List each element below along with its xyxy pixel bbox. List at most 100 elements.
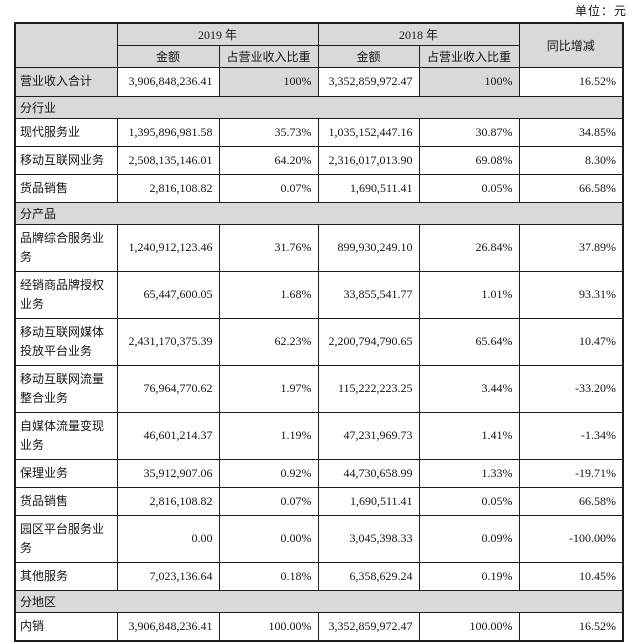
section-title: 分行业 [14, 95, 624, 119]
table-row: 自媒体流量变现业务 46,601,214.37 1.19% 47,231,969… [14, 411, 624, 460]
row-label: 移动互联网业务 [14, 145, 118, 175]
amount-2018-cell: 3,045,398.33 [317, 514, 420, 563]
row-label: 自媒体流量变现业务 [14, 411, 118, 460]
amount-2018-cell: 1,690,511.41 [317, 173, 420, 203]
table-row: 保理业务 35,912,907.06 0.92% 44,730,658.99 1… [14, 458, 624, 488]
ratio-2019-cell: 0.92% [218, 458, 319, 488]
ratio-2019-cell: 1.97% [218, 364, 319, 413]
ratio-2018-cell: 30.87% [418, 117, 520, 147]
amount-2018-cell: 3,352,859,972.47 [317, 611, 420, 641]
table-row: 移动互联网业务 2,508,135,146.01 64.20% 2,316,01… [14, 145, 624, 175]
amount-2018-cell: 2,200,794,790.65 [317, 317, 420, 366]
row-label: 营业收入合计 [14, 66, 118, 97]
header-ratio-2019: 占营业收入比重 [218, 44, 319, 68]
table-row: 内销 3,906,848,236.41 100.00% 3,352,859,97… [14, 611, 624, 641]
amount-2018-cell: 33,855,541.77 [317, 270, 420, 319]
row-label: 货品销售 [14, 173, 118, 203]
row-label: 品牌综合服务业务 [14, 223, 118, 272]
ratio-2019-cell: 0.07% [218, 173, 319, 203]
amount-2018-cell: 1,690,511.41 [317, 486, 420, 516]
ratio-2019-cell: 100% [218, 66, 319, 97]
table-row: 现代服务业 1,395,896,981.58 35.73% 1,035,152,… [14, 117, 624, 147]
revenue-breakdown-table: 2019 年 2018 年 同比增减 金额 占营业收入比重 金额 占营业收入比重… [14, 22, 625, 642]
row-label: 园区平台服务业务 [14, 514, 118, 563]
ratio-2018-cell: 65.64% [418, 317, 520, 366]
header-year-2018: 2018 年 [317, 22, 520, 46]
yoy-cell: 8.30% [518, 145, 624, 175]
amount-2018-cell: 47,231,969.73 [317, 411, 420, 460]
financial-report-page: { "page": { "unit_label": "单位：元" }, "col… [14, 4, 627, 642]
ratio-2019-cell: 64.20% [218, 145, 319, 175]
ratio-2019-cell: 1.68% [218, 270, 319, 319]
yoy-cell: 66.58% [518, 486, 624, 516]
amount-2018-cell: 1,035,152,447.16 [317, 117, 420, 147]
amount-2019-cell: 0.00 [116, 514, 220, 563]
section-row-by-product: 分产品 [14, 201, 624, 225]
yoy-cell: 10.45% [518, 561, 624, 591]
row-label: 内销 [14, 611, 118, 641]
header-amount-2019: 金额 [116, 44, 220, 68]
yoy-cell: 93.31% [518, 270, 624, 319]
ratio-2018-cell: 26.84% [418, 223, 520, 272]
section-row-by-industry: 分行业 [14, 95, 624, 119]
table-row: 移动互联网流量整合业务 76,964,770.62 1.97% 115,222,… [14, 364, 624, 413]
unit-label: 单位：元 [574, 4, 627, 18]
ratio-2019-cell: 0.00% [218, 514, 319, 563]
table-row: 品牌综合服务业务 1,240,912,123.46 31.76% 899,930… [14, 223, 624, 272]
header-yoy: 同比增减 [518, 22, 624, 68]
amount-2018-cell: 6,358,629.24 [317, 561, 420, 591]
ratio-2018-cell: 100% [418, 66, 520, 97]
amount-2019-cell: 35,912,907.06 [116, 458, 220, 488]
yoy-cell: 16.52% [518, 66, 624, 97]
yoy-cell: -19.71% [518, 458, 624, 488]
row-label: 其他服务 [14, 561, 118, 591]
section-title: 分产品 [14, 201, 624, 225]
amount-2019-cell: 1,395,896,981.58 [116, 117, 220, 147]
amount-2019-cell: 76,964,770.62 [116, 364, 220, 413]
row-label: 移动互联网媒体投放平台业务 [14, 317, 118, 366]
table-row: 其他服务 7,023,136.64 0.18% 6,358,629.24 0.1… [14, 561, 624, 591]
header-year-2019: 2019 年 [116, 22, 319, 46]
section-title: 分地区 [14, 589, 624, 613]
ratio-2018-cell: 1.41% [418, 411, 520, 460]
yoy-cell: 66.58% [518, 173, 624, 203]
row-label: 货品销售 [14, 486, 118, 516]
header-row-years: 2019 年 2018 年 同比增减 [14, 22, 624, 68]
header-amount-2018: 金额 [317, 44, 420, 68]
amount-2019-cell: 65,447,600.05 [116, 270, 220, 319]
ratio-2019-cell: 31.76% [218, 223, 319, 272]
amount-2019-cell: 2,508,135,146.01 [116, 145, 220, 175]
ratio-2018-cell: 1.33% [418, 458, 520, 488]
row-label: 现代服务业 [14, 117, 118, 147]
ratio-2018-cell: 0.05% [418, 173, 520, 203]
section-row-by-region: 分地区 [14, 589, 624, 613]
ratio-2019-cell: 35.73% [218, 117, 319, 147]
amount-2018-cell: 899,930,249.10 [317, 223, 420, 272]
amount-2019-cell: 3,906,848,236.41 [116, 611, 220, 641]
amount-2019-cell: 7,023,136.64 [116, 561, 220, 591]
ratio-2018-cell: 100.00% [418, 611, 520, 641]
row-label: 移动互联网流量整合业务 [14, 364, 118, 413]
ratio-2018-cell: 69.08% [418, 145, 520, 175]
ratio-2019-cell: 62.23% [218, 317, 319, 366]
amount-2018-cell: 44,730,658.99 [317, 458, 420, 488]
table-row: 移动互联网媒体投放平台业务 2,431,170,375.39 62.23% 2,… [14, 317, 624, 366]
row-total-revenue: 营业收入合计 3,906,848,236.41 100% 3,352,859,9… [14, 66, 624, 97]
amount-2019-cell: 46,601,214.37 [116, 411, 220, 460]
amount-2019-cell: 1,240,912,123.46 [116, 223, 220, 272]
amount-2019-cell: 3,906,848,236.41 [116, 66, 220, 97]
header-blank-cell [14, 22, 118, 68]
ratio-2018-cell: 0.19% [418, 561, 520, 591]
ratio-2018-cell: 1.01% [418, 270, 520, 319]
yoy-cell: 37.89% [518, 223, 624, 272]
ratio-2019-cell: 1.19% [218, 411, 319, 460]
row-label: 经销商品牌授权业务 [14, 270, 118, 319]
yoy-cell: 34.85% [518, 117, 624, 147]
amount-2018-cell: 115,222,223.25 [317, 364, 420, 413]
amount-2018-cell: 3,352,859,972.47 [317, 66, 420, 97]
amount-2019-cell: 2,816,108.82 [116, 486, 220, 516]
table-row: 经销商品牌授权业务 65,447,600.05 1.68% 33,855,541… [14, 270, 624, 319]
table-row: 货品销售 2,816,108.82 0.07% 1,690,511.41 0.0… [14, 486, 624, 516]
amount-2019-cell: 2,816,108.82 [116, 173, 220, 203]
header-ratio-2018: 占营业收入比重 [418, 44, 520, 68]
